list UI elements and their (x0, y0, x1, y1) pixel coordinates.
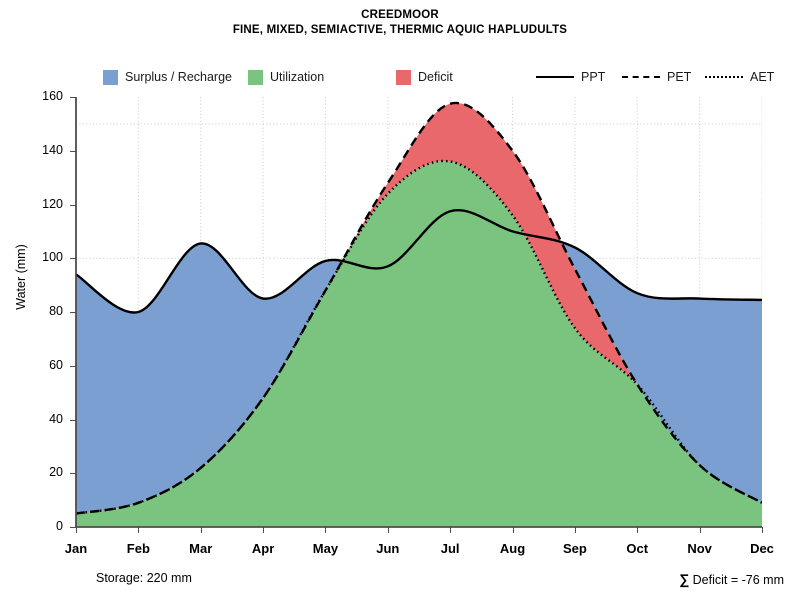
x-tick-label-apr: Apr (251, 541, 275, 556)
square-swatch-icon (396, 69, 411, 85)
storage-annotation: Storage: 220 mm (96, 571, 192, 585)
legend-item-deficit[interactable]: Deficit (396, 68, 453, 86)
solid-line-swatch-icon (536, 70, 574, 84)
x-tick-label-feb: Feb (126, 541, 150, 556)
x-tick-label-aug: Aug (499, 541, 526, 556)
x-tick-label-jul: Jul (440, 541, 460, 556)
legend-item-pet[interactable]: PET (622, 68, 691, 86)
deficit-annotation: ∑ Deficit = -76 mm (679, 571, 784, 587)
y-tick-label: 80 (49, 304, 63, 318)
title-line-1: CREEDMOOR (361, 9, 439, 21)
y-tick-mark (70, 473, 76, 475)
sigma-icon: ∑ (679, 571, 690, 587)
x-tick-mark (200, 527, 202, 533)
x-tick-mark (325, 527, 327, 533)
y-tick-mark (70, 258, 76, 260)
x-tick-mark (138, 527, 140, 533)
x-tick-label-sep: Sep (562, 541, 587, 556)
x-tick-mark (512, 527, 514, 533)
chart-legend: Surplus / Recharge Utilization Deficit P… (0, 68, 800, 86)
x-tick-mark (76, 527, 77, 533)
legend-label-surplus: Surplus / Recharge (125, 70, 233, 84)
legend-item-utilization[interactable]: Utilization (248, 68, 324, 86)
dashed-line-swatch-icon (622, 70, 660, 84)
x-tick-mark (574, 527, 576, 533)
x-tick-mark (699, 527, 701, 533)
y-tick-label: 0 (56, 519, 63, 533)
x-tick-mark (263, 527, 265, 533)
y-tick-label: 140 (42, 142, 63, 157)
y-tick-mark (70, 527, 76, 528)
deficit-annotation-text: Deficit = -76 mm (692, 573, 784, 587)
legend-label-aet: AET (750, 70, 775, 84)
y-tick-label: 120 (42, 196, 63, 211)
y-tick-mark (70, 204, 76, 206)
square-swatch-icon (248, 69, 263, 85)
y-tick-label: 100 (42, 250, 63, 265)
y-tick-mark (70, 97, 76, 98)
legend-label-ppt: PPT (581, 70, 606, 84)
y-tick-label: 40 (49, 411, 63, 426)
y-tick-mark (70, 150, 76, 152)
legend-label-pet: PET (667, 70, 692, 84)
x-tick-label-jun: Jun (376, 541, 400, 556)
x-tick-label-dec: Dec (750, 541, 774, 556)
square-swatch-icon (103, 69, 118, 85)
x-tick-label-oct: Oct (626, 541, 649, 556)
x-tick-mark (450, 527, 452, 533)
legend-item-ppt[interactable]: PPT (536, 68, 605, 86)
y-tick-mark (70, 365, 76, 367)
legend-label-deficit: Deficit (418, 70, 453, 84)
y-tick-label: 20 (49, 465, 63, 480)
dotted-line-swatch-icon (705, 70, 743, 84)
legend-item-surplus[interactable]: Surplus / Recharge (103, 68, 232, 86)
title-line-2: FINE, MIXED, SEMIACTIVE, THERMIC AQUIC H… (232, 24, 568, 36)
x-tick-label-nov: Nov (687, 541, 712, 556)
y-tick-mark (70, 312, 76, 313)
legend-label-utilization: Utilization (270, 70, 325, 84)
y-tick-label: 160 (42, 89, 63, 103)
legend-item-aet[interactable]: AET (705, 68, 774, 86)
x-tick-mark (637, 527, 639, 533)
x-tick-label-mar: Mar (189, 541, 213, 556)
x-tick-label-jan: Jan (64, 541, 88, 556)
x-tick-mark (762, 527, 763, 533)
y-tick-label: 60 (49, 357, 63, 372)
x-tick-mark (387, 527, 389, 533)
chart-title: CREEDMOOR FINE, MIXED, SEMIACTIVE, THERM… (0, 8, 800, 38)
x-tick-label-may: May (312, 541, 339, 556)
y-tick-mark (70, 419, 76, 421)
